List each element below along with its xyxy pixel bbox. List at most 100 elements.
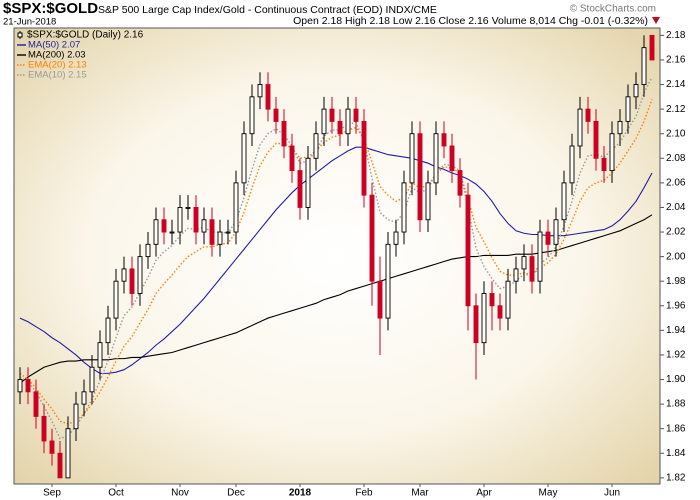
candle-body (577, 108, 583, 147)
y-tick-label: 2.04 (666, 202, 686, 213)
candle-body (65, 428, 71, 479)
candle-body (489, 293, 495, 307)
candle-body (89, 366, 95, 393)
candle-body (97, 342, 103, 368)
indicator-line (19, 99, 653, 425)
candle-body (641, 47, 647, 85)
x-tick-label: 2018 (289, 488, 312, 499)
x-tick-label: Feb (355, 488, 373, 499)
y-tick-label: 2.00 (666, 251, 686, 262)
y-tick-label: 1.96 (666, 300, 686, 311)
candle-body (169, 231, 175, 234)
candle-body (481, 293, 487, 344)
candle-body (409, 133, 415, 184)
y-tick-label: 1.86 (666, 423, 686, 434)
legend-label: $SPX:$GOLD (Daily) 2.16 (27, 30, 144, 41)
candle-body (289, 145, 295, 172)
candle-body (497, 305, 503, 319)
plot-area (13, 27, 661, 485)
candle-body (313, 133, 319, 159)
candle-body (305, 157, 311, 208)
candle-body (617, 120, 623, 135)
x-tick-label: Jun (604, 488, 620, 499)
candle-body (297, 170, 303, 208)
candle-body (281, 120, 287, 147)
candle-body (249, 96, 255, 135)
x-tick-label: Oct (108, 488, 124, 499)
candle-body (41, 415, 47, 442)
candle-body (601, 157, 607, 172)
candle-body (129, 268, 135, 294)
candle-body (425, 182, 431, 221)
y-tick-label: 2.18 (666, 30, 686, 41)
candle-body (153, 219, 159, 245)
candle-body (417, 133, 423, 221)
candle-body (385, 243, 391, 319)
y-tick-label: 2.10 (666, 128, 686, 139)
candle-body (273, 108, 279, 122)
watermark: © StockCharts.com (570, 4, 656, 15)
candle-body (393, 231, 399, 245)
candle-body (505, 280, 511, 319)
date: 21-Jun-2018 (3, 17, 56, 28)
candle-body (113, 280, 119, 319)
candle-body (585, 108, 591, 122)
candle-body (529, 256, 535, 282)
candle-body (625, 96, 631, 122)
candle-body (513, 268, 519, 282)
y-tick-label: 2.06 (666, 178, 686, 189)
y-tick-label: 1.92 (666, 350, 686, 361)
y-tick-label: 1.90 (666, 374, 686, 385)
x-tick-label: Mar (411, 488, 429, 499)
quote: Open 2.18 High 2.18 Low 2.16 Close 2.16 … (293, 15, 648, 27)
y-tick-label: 2.16 (666, 55, 686, 66)
candle-body (33, 391, 39, 417)
candle-body (73, 403, 79, 430)
candle-body (609, 133, 615, 172)
candle-body (233, 182, 239, 233)
candle-body (161, 219, 167, 233)
candle-body (105, 317, 111, 344)
candle-body (353, 108, 359, 122)
candle-body (545, 231, 551, 245)
candle-body (473, 305, 479, 344)
candle-body (121, 268, 127, 282)
candle-body (369, 194, 375, 282)
candle-body (201, 219, 207, 233)
candle-body (377, 280, 383, 319)
candle-body (137, 256, 143, 294)
candle-body (193, 207, 199, 233)
indicator-line (19, 214, 653, 384)
indicator-line (19, 76, 653, 440)
candle-body (81, 391, 87, 405)
y-tick-label: 1.84 (666, 448, 686, 459)
y-tick-label: 2.12 (666, 104, 686, 115)
candle-body (25, 379, 31, 393)
candle-body (361, 120, 367, 196)
x-tick-label: Nov (171, 488, 189, 499)
candle-body (265, 84, 271, 110)
x-tick-label: Sep (43, 488, 61, 499)
candle-body (185, 207, 191, 209)
y-tick-label: 1.98 (666, 276, 686, 287)
candle-body (225, 231, 231, 234)
legend-swatch (17, 32, 23, 38)
candle-body (649, 34, 655, 61)
legend-label: MA(50) 2.07 (28, 40, 80, 51)
candle-body (433, 133, 439, 184)
legend-label: EMA(10) 2.15 (28, 70, 87, 81)
candle-body (337, 120, 343, 135)
y-tick-label: 2.14 (666, 79, 686, 90)
candle-body (537, 231, 543, 282)
y-tick-label: 1.82 (666, 472, 686, 483)
candle-body (57, 452, 63, 479)
x-tick-label: May (539, 488, 558, 499)
candle-body (329, 108, 335, 122)
legend-label: EMA(20) 2.13 (28, 60, 87, 71)
candle-body (401, 182, 407, 233)
candle-body (345, 108, 351, 135)
symbol: $SPX:$GOLD (3, 0, 98, 17)
candle-body (449, 145, 455, 172)
candle-body (561, 182, 567, 221)
